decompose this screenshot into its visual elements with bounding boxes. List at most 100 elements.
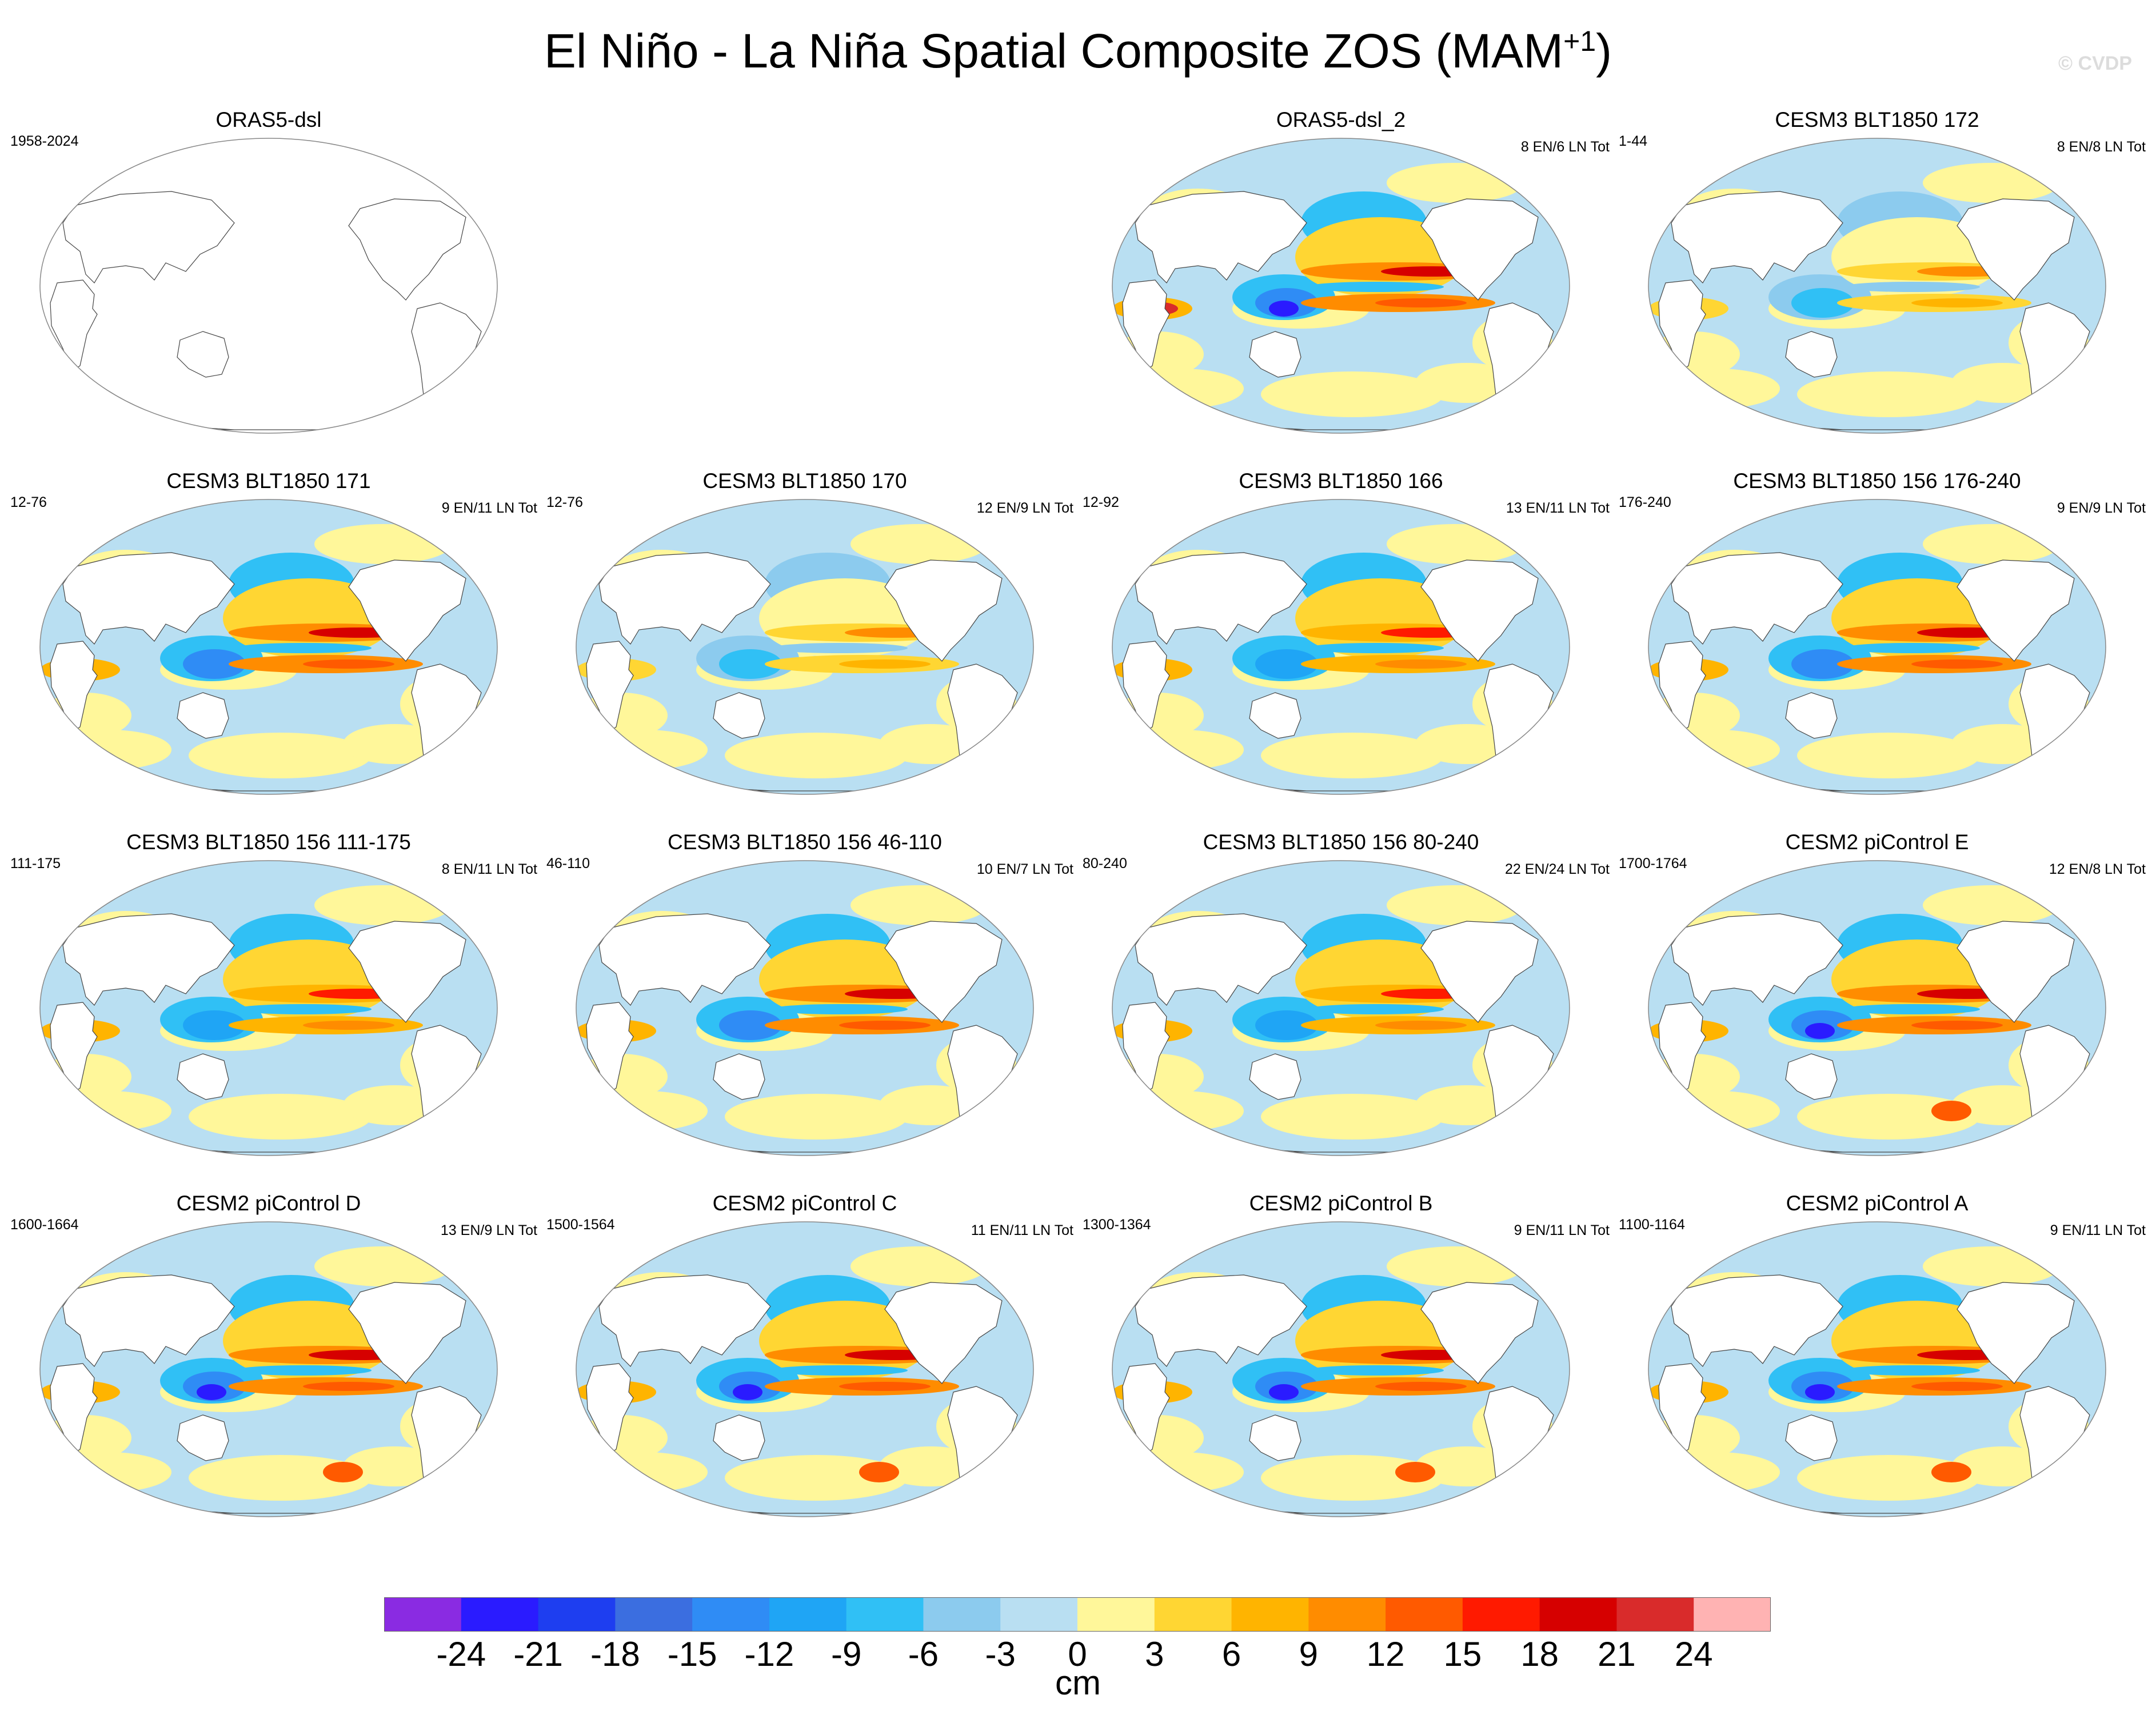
anomaly-field	[576, 861, 1033, 1156]
colorbar-swatch	[1077, 1597, 1155, 1632]
weak-warm-patch	[1118, 369, 1244, 409]
australia-landmass	[1785, 692, 1838, 739]
africa-landmass	[50, 1002, 98, 1094]
panel-title: CESM2 piControl A	[1786, 1192, 1969, 1215]
eurasia-landmass	[62, 1274, 235, 1367]
panel-period-label: 80-240	[1083, 855, 1127, 872]
weak-warm-patch	[1261, 371, 1444, 417]
weak-warm-patch	[1261, 733, 1444, 778]
africa-landmass	[586, 1363, 634, 1456]
colorbar-tick-label: -12	[744, 1635, 794, 1673]
weak-warm-patch	[1923, 1246, 2060, 1286]
weak-warm-patch	[189, 1094, 372, 1140]
map-outline	[1112, 1221, 1570, 1517]
equatorial-cool-tongue	[1307, 1004, 1444, 1014]
weak-warm-patch	[1415, 1446, 1518, 1486]
australia-landmass	[177, 1053, 229, 1100]
panel-event-count: 8 EN/11 LN Tot	[441, 861, 537, 877]
panel-title: CESM3 BLT1850 171	[166, 469, 371, 493]
eurasia-landmass	[1135, 191, 1307, 283]
africa-landmass	[1658, 641, 1706, 733]
north-america-landmass	[1420, 921, 1539, 1023]
weak-warm-patch	[343, 1085, 446, 1125]
colorbar-tick-label: 12	[1366, 1635, 1405, 1673]
colorbar-swatch	[384, 1597, 462, 1632]
equatorial-cool-tongue	[1843, 282, 1980, 292]
south-equatorial-warm-core	[1375, 659, 1467, 669]
africa-landmass	[1122, 641, 1170, 733]
map-panel-11	[1648, 860, 2106, 1156]
weak-warm-patch	[343, 1446, 446, 1486]
south-equatorial-warm-core	[1911, 298, 2003, 307]
west-pacific-cool-core	[1255, 1010, 1318, 1040]
weak-warm-patch	[1951, 1446, 2054, 1486]
eurasia-landmass	[1671, 1274, 1843, 1367]
north-america-landmass	[1957, 198, 2075, 301]
anomaly-field	[40, 1222, 497, 1517]
panel-period-label: 46-110	[546, 855, 590, 872]
weak-warm-patch	[1654, 369, 1780, 409]
colorbar-tick-label: -9	[831, 1635, 862, 1673]
panel-title: CESM2 piControl E	[1785, 830, 1969, 854]
map-outline	[39, 860, 498, 1156]
colorbar-swatch	[461, 1597, 539, 1632]
maritime-continent-minimum	[1805, 1384, 1835, 1400]
west-pacific-cool-core	[1255, 649, 1318, 679]
africa-landmass	[1122, 1002, 1170, 1094]
south-equatorial-warm-core	[303, 659, 394, 669]
weak-warm-patch	[46, 1452, 171, 1492]
weak-warm-patch	[1797, 1094, 1980, 1140]
map-outline	[39, 138, 498, 434]
map-outline	[1112, 860, 1570, 1156]
australia-landmass	[1785, 1414, 1838, 1461]
africa-landmass	[1658, 1363, 1706, 1456]
north-america-landmass	[348, 198, 466, 301]
weak-warm-patch	[582, 1091, 708, 1131]
colorbar-swatch	[615, 1597, 693, 1632]
south-equatorial-warm-core	[303, 1021, 394, 1030]
equatorial-cool-tongue	[1843, 643, 1980, 653]
equatorial-cool-tongue	[770, 1365, 908, 1376]
map-background	[40, 138, 497, 433]
colorbar-swatch	[1154, 1597, 1232, 1632]
anomaly-field	[40, 499, 497, 794]
colorbar-tick-label: 24	[1674, 1635, 1713, 1673]
anomaly-field	[576, 499, 1033, 794]
panel-title: ORAS5-dsl	[215, 108, 322, 131]
south-america-landmass	[411, 1386, 482, 1508]
weak-warm-patch	[1797, 371, 1980, 417]
weak-warm-patch	[1951, 1085, 2054, 1125]
west-pacific-cool-core	[183, 649, 246, 679]
map-outline	[1112, 138, 1570, 434]
weak-warm-patch	[46, 1091, 171, 1131]
panel-period-label: 1100-1164	[1619, 1217, 1685, 1233]
eurasia-landmass	[1671, 913, 1843, 1006]
eurasia-landmass	[1671, 191, 1843, 283]
eurasia-landmass	[1135, 913, 1307, 1006]
panel-event-count: 10 EN/7 LN Tot	[976, 861, 1073, 877]
south-america-landmass	[947, 1386, 1018, 1508]
weak-warm-patch	[1415, 363, 1518, 403]
north-america-landmass	[1420, 559, 1539, 662]
australia-landmass	[713, 692, 765, 739]
anomaly-field	[1648, 138, 2106, 433]
panel-title: CESM3 BLT1850 156 111-175	[126, 830, 411, 854]
australia-landmass	[713, 1053, 765, 1100]
map-outline	[1648, 1221, 2106, 1517]
africa-landmass	[1658, 279, 1706, 372]
panel-event-count: 9 EN/11 LN Tot	[1514, 1222, 1610, 1238]
panel-period-label: 12-76	[10, 494, 47, 510]
africa-landmass	[50, 1363, 98, 1456]
map-panel-2	[1112, 138, 1570, 434]
map-outline	[39, 499, 498, 795]
map-outline	[576, 860, 1034, 1156]
panel-title: CESM3 BLT1850 170	[702, 469, 907, 493]
panel-event-count: 9 EN/9 LN Tot	[2057, 500, 2146, 516]
south-pacific-warm-spot	[1931, 1101, 1971, 1121]
cvdp-watermark: © CVDP	[2058, 53, 2132, 74]
panel-title: CESM3 BLT1850 156 176-240	[1733, 469, 2021, 493]
south-america-landmass	[2019, 1386, 2090, 1508]
weak-warm-patch	[1654, 730, 1780, 770]
equatorial-cool-tongue	[234, 643, 372, 653]
south-america-landmass	[1483, 663, 1554, 785]
